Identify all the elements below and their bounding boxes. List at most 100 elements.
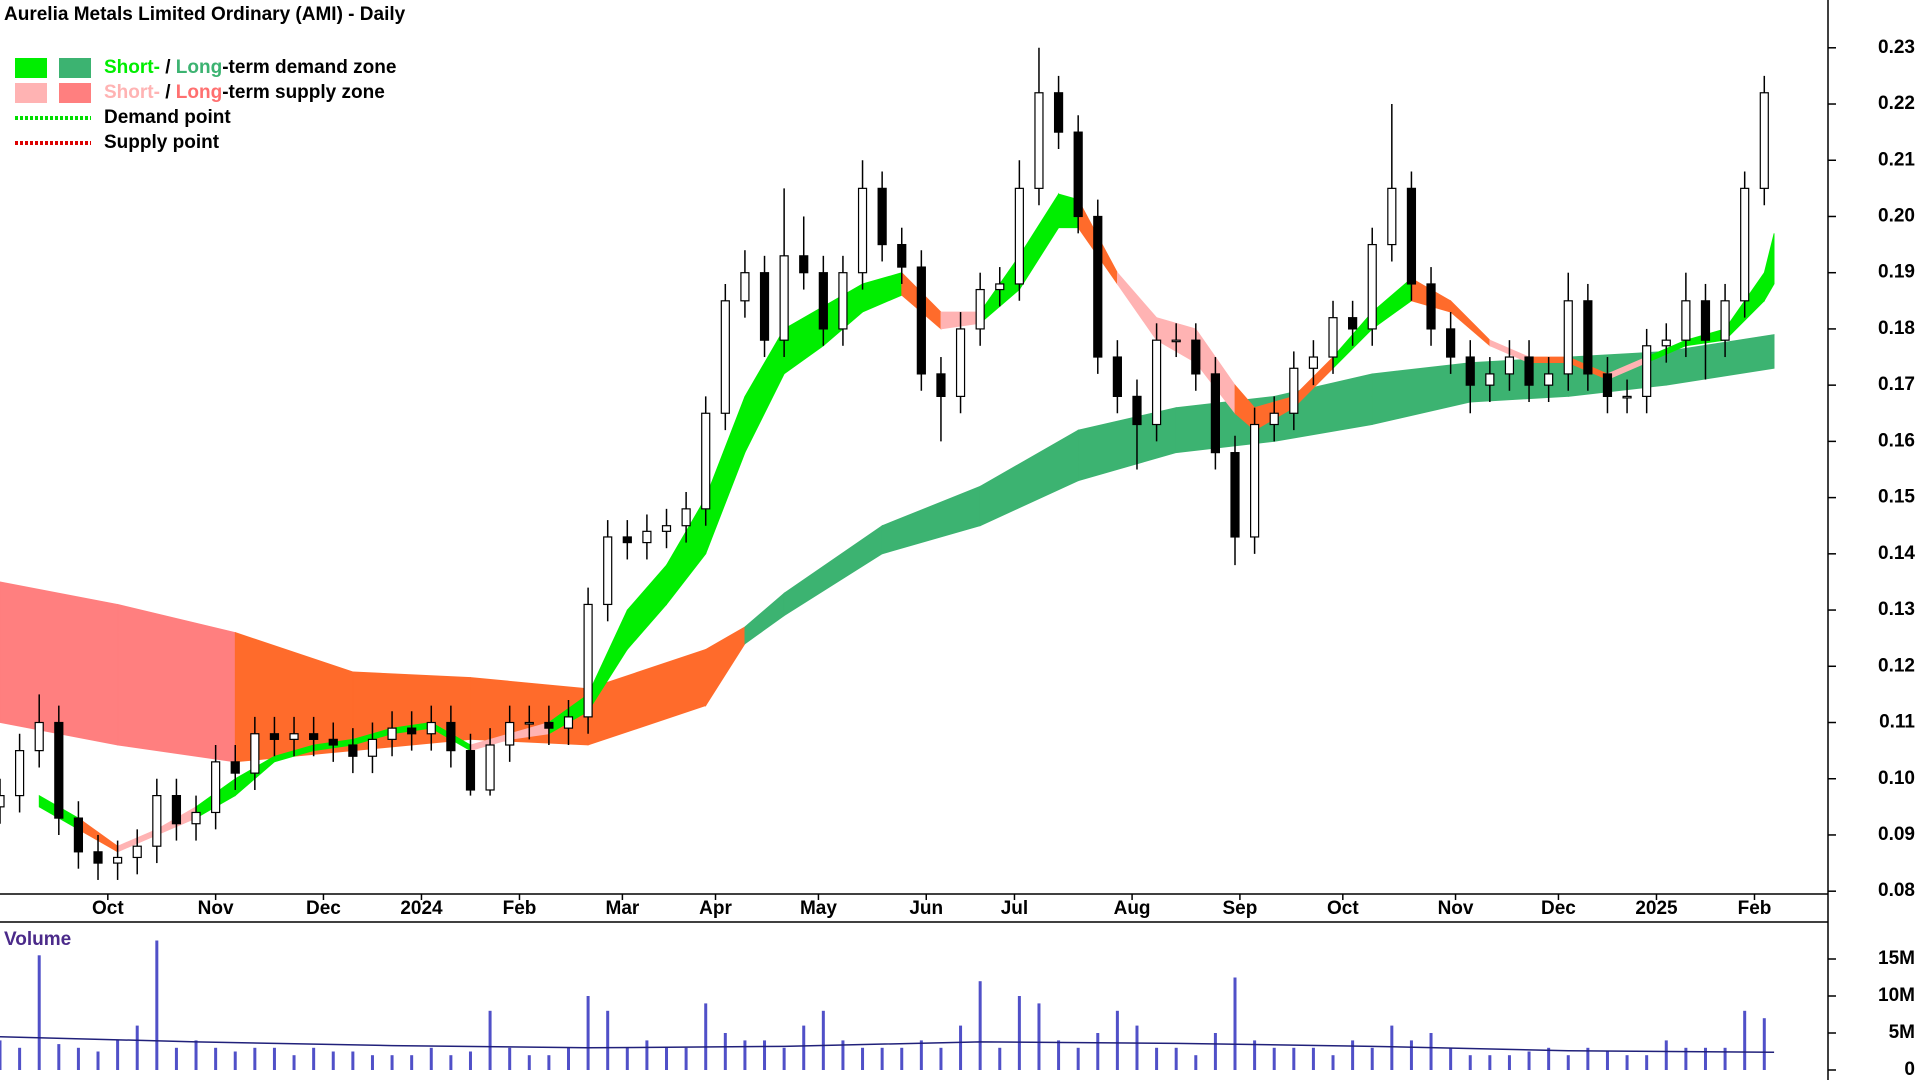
volume-tick-label: 10M	[1878, 985, 1915, 1006]
candle-body	[426, 721, 436, 735]
candle-body	[1681, 300, 1691, 341]
long-term-zone	[117, 603, 236, 763]
legend-label-part: /	[160, 57, 176, 78]
candle-body	[34, 721, 44, 752]
volume-bar	[1586, 1047, 1590, 1070]
candle-body	[701, 412, 711, 510]
volume-bar	[174, 1047, 178, 1070]
volume-bar	[743, 1040, 747, 1070]
candle-body	[328, 738, 338, 746]
volume-bar	[57, 1044, 61, 1070]
volume-bar	[272, 1047, 276, 1070]
volume-bar	[194, 1040, 198, 1070]
candle-body	[1348, 317, 1358, 330]
volume-bar	[900, 1047, 904, 1070]
volume-bar	[586, 996, 590, 1070]
legend-swatch	[59, 58, 91, 78]
candle-body	[1210, 373, 1220, 454]
candle-body	[857, 187, 868, 274]
candle-body	[1230, 452, 1240, 538]
volume-bar	[1253, 1040, 1257, 1070]
volume-bar	[1174, 1047, 1178, 1070]
volume-bar	[802, 1025, 806, 1070]
candle-body	[1720, 300, 1730, 341]
volume-bar	[1057, 1040, 1061, 1070]
candle-body	[740, 272, 750, 302]
volume-bar	[76, 1047, 80, 1070]
volume-bar	[1507, 1055, 1511, 1070]
y-tick-label: 0.15	[1878, 487, 1915, 508]
volume-bar	[1311, 1047, 1315, 1070]
candle-body	[622, 536, 632, 544]
legend-label-part: Long	[176, 82, 222, 103]
volume-bar	[1076, 1047, 1080, 1070]
volume-bar	[861, 1047, 865, 1070]
candle-body	[1622, 395, 1632, 399]
legend-label-part: -term supply zone	[222, 82, 385, 103]
candle-body	[1034, 92, 1044, 189]
candle-body	[1093, 215, 1103, 358]
legend-label: Supply point	[104, 132, 220, 153]
volume-bar	[1331, 1055, 1335, 1070]
x-tick-label: Oct	[1327, 898, 1359, 919]
long-term-zone	[1469, 356, 1569, 403]
x-tick-label: Jun	[909, 898, 943, 919]
candle-body	[681, 508, 691, 527]
legend-label-part: Short-	[104, 82, 160, 103]
candle-body	[1308, 356, 1319, 369]
candle-body	[799, 255, 809, 274]
x-tick-label: 2025	[1635, 898, 1678, 919]
volume-bar	[665, 1047, 669, 1070]
legend-label-part: -term demand zone	[222, 57, 396, 78]
y-tick-label: 0.23	[1878, 37, 1915, 58]
volume-bar	[1566, 1055, 1570, 1070]
volume-bar	[1155, 1047, 1159, 1070]
candle-body	[1367, 243, 1377, 330]
candle-body	[348, 744, 358, 757]
volume-bar	[1409, 1040, 1413, 1070]
legend-label-part: /	[160, 82, 176, 103]
candle-body	[759, 272, 770, 341]
volume-bar	[1017, 996, 1021, 1070]
candle-body	[1446, 328, 1456, 358]
legend-label-part: Short-	[104, 57, 160, 78]
y-tick-label: 0.21	[1878, 149, 1915, 170]
candle-body	[838, 272, 848, 330]
candle-body	[1583, 300, 1593, 375]
volume-tick-label: 5M	[1889, 1022, 1915, 1043]
x-tick-label: Dec	[1541, 898, 1576, 919]
x-tick-label: Aug	[1114, 898, 1151, 919]
volume-bar	[18, 1047, 22, 1070]
x-tick-label: Nov	[1438, 898, 1474, 919]
volume-bar	[1037, 1003, 1041, 1070]
volume-bar	[370, 1055, 374, 1070]
volume-bar	[880, 1047, 884, 1070]
volume-bar	[1743, 1010, 1747, 1070]
candle-body	[603, 536, 613, 606]
y-tick-label: 0.08	[1878, 880, 1915, 901]
candle-body	[1073, 131, 1083, 218]
volume-bar	[939, 1047, 943, 1070]
volume-bar	[292, 1055, 296, 1070]
candle-body	[877, 187, 887, 246]
y-tick-label: 0.19	[1878, 262, 1915, 283]
volume-bar	[351, 1051, 355, 1070]
volume-bar	[1429, 1033, 1433, 1070]
y-tick-label: 0.09	[1878, 824, 1915, 845]
volume-bar	[723, 1033, 727, 1070]
candle-body	[191, 811, 201, 825]
candle-body	[269, 733, 280, 740]
candle-body	[230, 761, 240, 774]
candle-body	[1426, 283, 1436, 330]
candle-body	[289, 733, 299, 740]
candle-body	[407, 727, 417, 735]
volume-bar	[253, 1047, 257, 1070]
candle-body	[661, 525, 672, 532]
volume-bar	[312, 1047, 316, 1070]
volume-bar	[645, 1040, 649, 1070]
legend-label: Short- / Long-term supply zone	[104, 82, 385, 103]
candle-body	[485, 744, 495, 791]
volume-bar	[1135, 1025, 1139, 1070]
candle-body	[1406, 187, 1417, 285]
